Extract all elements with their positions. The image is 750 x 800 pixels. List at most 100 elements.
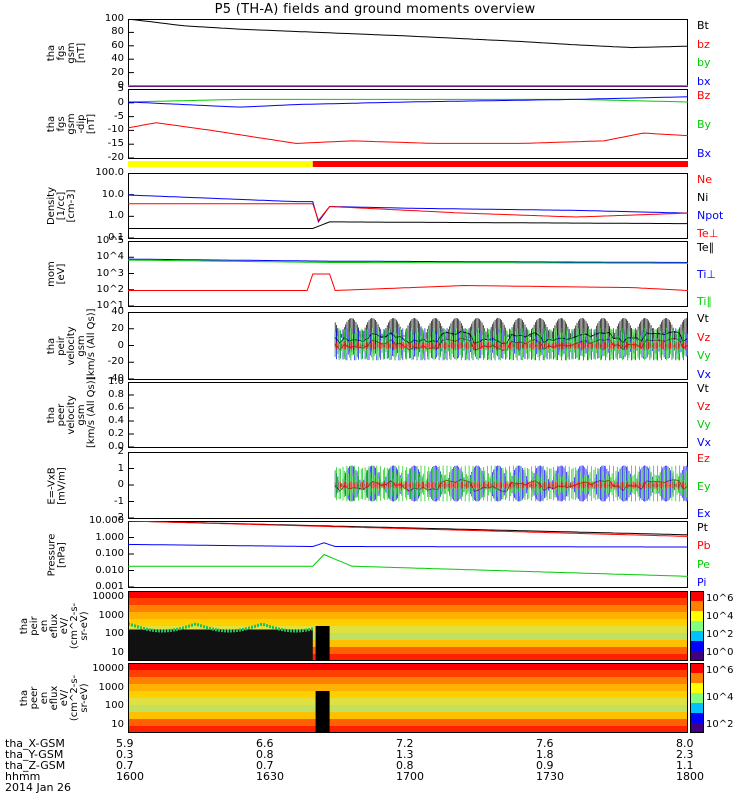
series-Ti∥ <box>128 259 688 264</box>
flux-speck <box>158 629 160 633</box>
spectro-band <box>128 654 688 661</box>
flux-speck <box>224 629 226 633</box>
y-tick-label: 0.4 <box>108 415 124 426</box>
panel-frame <box>128 19 688 87</box>
legend-bz: bz <box>697 37 710 51</box>
colorbar-band <box>690 601 704 612</box>
footer-value: 0.8 <box>256 748 274 761</box>
spectro-band <box>128 647 688 655</box>
y-tick-label: 1.000 <box>95 531 124 543</box>
series-Bx <box>128 96 688 108</box>
spectro-band <box>128 684 688 692</box>
y-tick-label: -40 <box>107 373 124 384</box>
flux-speck <box>206 626 208 630</box>
legend-Ex: Ex <box>697 507 711 520</box>
y-tick-label: 10^4 <box>96 251 124 263</box>
flux-speck <box>143 627 145 631</box>
y-axis-label: E=-VxB [mV/m] <box>46 466 67 505</box>
colorbar-band <box>690 591 704 602</box>
legend-Ti∥: Ti∥ <box>697 295 712 308</box>
flux-speck <box>146 627 148 631</box>
flux-speck <box>161 629 163 633</box>
flux-speck <box>302 629 304 633</box>
footer-value: 1.1 <box>676 759 694 772</box>
mode-bar <box>128 161 688 167</box>
footer-date: 2014 Jan 26 <box>5 781 71 794</box>
flux-speck <box>182 626 184 630</box>
footer-row-label: tha_Y-GSM <box>5 748 64 761</box>
flux-speck <box>299 629 301 633</box>
y-tick-label: 10.000 <box>89 515 124 526</box>
y-tick-label: 5 <box>117 83 124 94</box>
flux-speck <box>173 628 175 632</box>
spectro-band <box>128 663 688 671</box>
colorbar-band <box>690 651 704 661</box>
y-axis-label: mom [eV] <box>46 261 67 287</box>
legend-Vy: Vy <box>697 418 711 431</box>
panel-p5 <box>128 312 688 380</box>
data-gap <box>315 691 330 733</box>
panel-frame <box>128 382 688 448</box>
y-tick-label: 1000 <box>98 681 124 693</box>
series-Ni <box>128 221 688 229</box>
y-tick-label: -2 <box>114 512 124 523</box>
spectro-band <box>128 633 688 641</box>
flux-speck <box>236 628 238 632</box>
footer-value: 8.0 <box>676 737 694 750</box>
spectro-band <box>128 691 688 699</box>
series-Ne <box>128 203 688 222</box>
spectro-band <box>128 626 688 634</box>
flux-speck <box>260 622 262 626</box>
y-axis-label: tha peir en eflux eV/ (cm^2-s- sr-eV) <box>19 602 90 650</box>
mode-bar-slow <box>128 161 313 167</box>
low-flux-region <box>128 629 313 661</box>
panel-p1 <box>128 19 688 87</box>
flux-speck <box>272 625 274 629</box>
footer-row-label: tha_X-GSM <box>5 737 65 750</box>
colorbar-band <box>690 713 704 724</box>
flux-speck <box>278 627 280 631</box>
y-tick-label: 0.100 <box>95 548 124 559</box>
y-tick-label: 10^3 <box>96 267 124 279</box>
panel-p6 <box>128 382 688 448</box>
y-tick-label: 100.0 <box>95 167 124 178</box>
spectro-band <box>128 677 688 685</box>
footer-value: 1630 <box>256 770 284 783</box>
y-tick-label: 100 <box>104 13 124 24</box>
flux-speck <box>221 629 223 633</box>
spectro-band <box>128 698 688 706</box>
flux-speck <box>191 623 193 627</box>
y-tick-label: 0 <box>117 479 124 490</box>
y-tick-label: 0 <box>117 339 124 351</box>
footer-value: 6.6 <box>256 737 274 750</box>
colorbar-band <box>690 703 704 714</box>
y-tick-label: 40 <box>111 306 124 317</box>
colorbar-band <box>690 621 704 632</box>
spectro-frame <box>128 591 688 661</box>
flux-speck <box>200 624 202 628</box>
colorbar-tick: 10^2 <box>706 719 734 730</box>
colorbar-tick: 10^0 <box>706 647 734 658</box>
flux-speck <box>293 629 295 633</box>
legend-Vx: Vx <box>697 436 712 449</box>
flux-speck <box>227 629 229 633</box>
flux-speck <box>152 628 154 632</box>
flux-speck <box>230 629 232 633</box>
legend-Vy: Vy <box>697 349 711 363</box>
footer-value: 1.8 <box>536 748 554 761</box>
footer-value: 1600 <box>116 770 144 783</box>
data-gap <box>315 626 330 661</box>
y-tick-label: 10 <box>111 719 124 730</box>
colorbar-band <box>690 611 704 622</box>
y-tick-label: 40 <box>111 53 124 65</box>
colorbar-frame <box>690 591 704 661</box>
footer-value: 0.7 <box>116 759 134 772</box>
y-tick-label: 10 <box>111 647 124 658</box>
legend-Te∥: Te∥ <box>697 241 715 254</box>
legend-Ti⊥: Ti⊥ <box>697 268 717 281</box>
legend-Bz: Bz <box>697 89 711 102</box>
flux-speck <box>176 627 178 631</box>
series-By <box>128 98 688 103</box>
colorbar-band <box>690 723 704 733</box>
legend-By: By <box>697 118 712 131</box>
